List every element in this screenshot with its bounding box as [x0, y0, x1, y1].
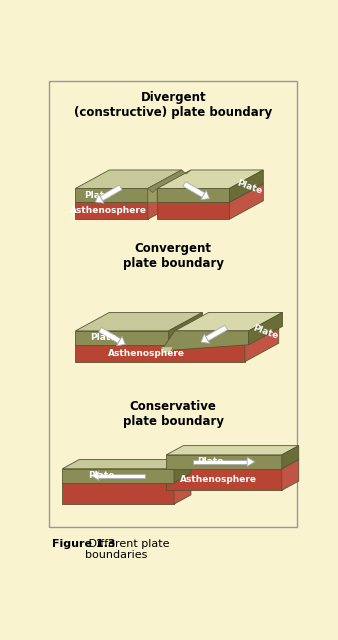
Text: Different plate
boundaries: Different plate boundaries: [85, 539, 169, 561]
Polygon shape: [206, 325, 227, 341]
Polygon shape: [230, 184, 263, 220]
Polygon shape: [193, 460, 247, 464]
Polygon shape: [62, 483, 174, 504]
Text: Plate: Plate: [252, 323, 280, 340]
Polygon shape: [75, 312, 202, 331]
Polygon shape: [99, 328, 121, 343]
Polygon shape: [157, 170, 263, 188]
Text: Asthenosphere: Asthenosphere: [70, 206, 146, 215]
Text: Divergent
(constructive) plate boundary: Divergent (constructive) plate boundary: [74, 91, 272, 118]
Polygon shape: [166, 455, 282, 468]
Polygon shape: [100, 185, 122, 201]
Polygon shape: [75, 184, 182, 202]
Polygon shape: [148, 170, 191, 192]
Polygon shape: [157, 184, 263, 202]
Polygon shape: [162, 348, 172, 353]
Polygon shape: [62, 460, 191, 468]
Polygon shape: [183, 182, 205, 197]
Polygon shape: [282, 460, 299, 490]
Text: Plate: Plate: [197, 458, 223, 467]
Polygon shape: [166, 445, 299, 455]
Polygon shape: [166, 460, 299, 468]
Polygon shape: [174, 474, 191, 504]
Polygon shape: [95, 194, 104, 204]
Polygon shape: [117, 336, 125, 346]
Polygon shape: [91, 471, 99, 480]
Polygon shape: [62, 468, 174, 483]
Polygon shape: [245, 326, 279, 362]
Polygon shape: [174, 460, 191, 483]
Text: Plate: Plate: [84, 191, 110, 200]
Polygon shape: [169, 312, 202, 345]
Text: Plate: Plate: [90, 333, 117, 342]
Polygon shape: [247, 457, 255, 467]
Polygon shape: [230, 170, 263, 202]
Polygon shape: [161, 331, 249, 351]
Polygon shape: [157, 202, 230, 220]
Polygon shape: [175, 312, 283, 331]
Polygon shape: [75, 170, 182, 188]
Polygon shape: [148, 188, 157, 202]
Polygon shape: [99, 474, 145, 478]
Polygon shape: [201, 191, 210, 200]
Polygon shape: [75, 202, 148, 220]
Polygon shape: [201, 334, 210, 343]
Polygon shape: [75, 345, 245, 362]
Text: Asthenosphere: Asthenosphere: [180, 475, 257, 484]
Text: Figure 1.3: Figure 1.3: [52, 539, 116, 549]
Text: Plate: Plate: [88, 471, 115, 480]
Text: Asthenosphere: Asthenosphere: [108, 349, 185, 358]
Text: Plate: Plate: [236, 179, 264, 196]
Polygon shape: [166, 468, 282, 490]
Text: Convergent
plate boundary: Convergent plate boundary: [123, 243, 224, 270]
Polygon shape: [157, 188, 230, 202]
Polygon shape: [75, 331, 169, 345]
Polygon shape: [75, 188, 148, 202]
Polygon shape: [282, 445, 299, 468]
Text: Conservative
plate boundary: Conservative plate boundary: [123, 400, 224, 428]
Polygon shape: [75, 326, 279, 345]
Polygon shape: [249, 312, 283, 345]
Polygon shape: [62, 474, 191, 483]
Polygon shape: [148, 170, 182, 202]
Polygon shape: [148, 184, 182, 220]
